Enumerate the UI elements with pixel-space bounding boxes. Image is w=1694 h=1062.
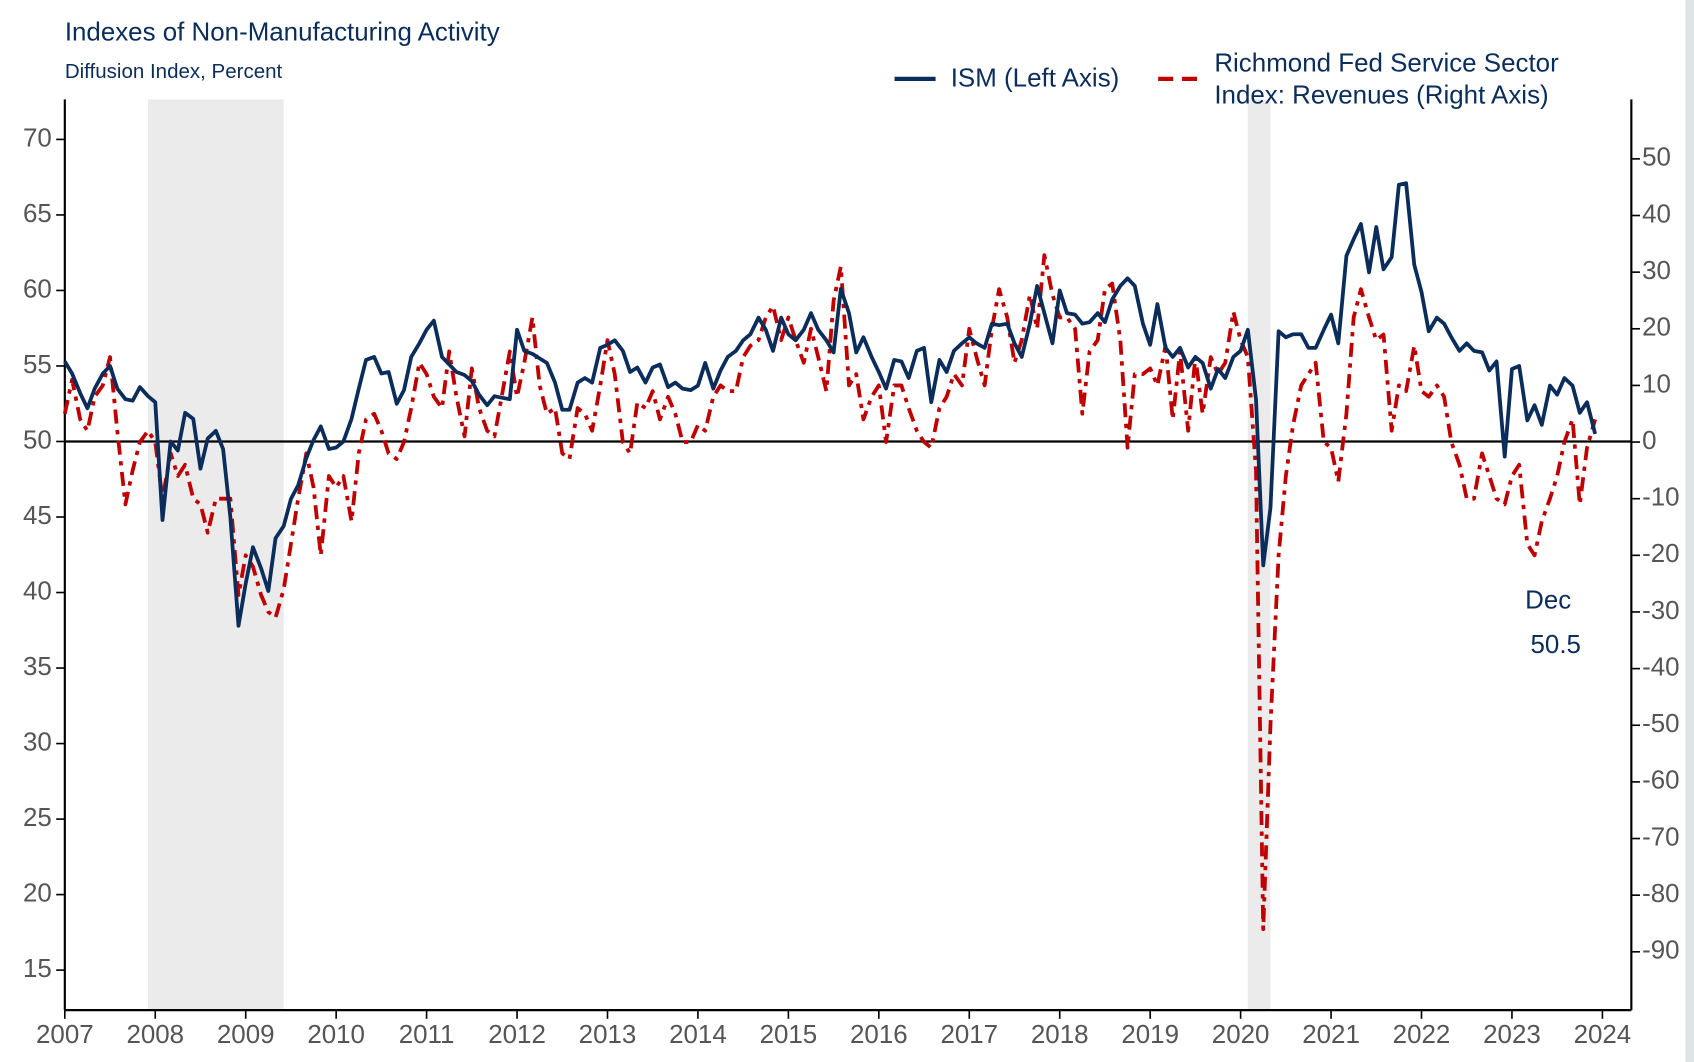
y2-tick-label: 20: [1642, 314, 1671, 342]
annotation-label: Dec: [1525, 587, 1571, 615]
y2-tick-label: 40: [1642, 200, 1671, 228]
series-line: [63, 181, 1597, 628]
y2-tick-label: -90: [1642, 937, 1679, 965]
x-tick-label: 2009: [217, 1021, 275, 1049]
y2-tick-label: -60: [1642, 767, 1679, 795]
y2-tick-label: 0: [1642, 427, 1656, 455]
y2-tick-label: 10: [1642, 370, 1671, 398]
y-tick-label: 70: [23, 124, 52, 152]
legend-label: Richmond Fed Service Sector Index: Reven…: [1214, 48, 1559, 111]
x-tick-label: 2010: [307, 1021, 365, 1049]
x-tick-label: 2019: [1121, 1021, 1179, 1049]
chart-subtitle: Diffusion Index, Percent: [65, 60, 283, 83]
x-tick-label: 2018: [1031, 1021, 1089, 1049]
x-tick-label: 2014: [669, 1021, 727, 1049]
y2-tick-label: -40: [1642, 653, 1679, 681]
annotation-value: 50.5: [1531, 631, 1581, 659]
y-tick-label: 35: [23, 653, 52, 681]
y2-tick-label: -30: [1642, 597, 1679, 625]
y2-tick-label: 50: [1642, 144, 1671, 172]
y2-tick-label: -10: [1642, 484, 1679, 512]
y-tick-label: 60: [23, 275, 52, 303]
legend-entry: ISM (Left Axis): [950, 63, 1120, 93]
x-tick-label: 2013: [579, 1021, 637, 1049]
y2-tick-label: -80: [1642, 880, 1679, 908]
y-tick-label: 30: [23, 728, 52, 756]
shaded-period: [1247, 99, 1271, 1011]
series-line: [62, 253, 1597, 932]
y-tick-label: 65: [23, 200, 52, 228]
x-tick-label: 2012: [488, 1021, 546, 1049]
y2-tick-label: -70: [1642, 823, 1679, 851]
x-tick-label: 2015: [760, 1021, 818, 1049]
legend-label: ISM (Left Axis): [950, 63, 1120, 93]
y-tick-label: 25: [23, 804, 52, 832]
y-tick-label: 20: [23, 879, 52, 907]
x-tick-label: 2017: [940, 1021, 998, 1049]
x-tick-label: 2024: [1574, 1021, 1632, 1049]
x-tick-label: 2016: [850, 1021, 908, 1049]
y-tick-label: 55: [23, 351, 52, 379]
shaded-period: [148, 99, 284, 1011]
x-tick-label: 2020: [1212, 1021, 1270, 1049]
y-tick-label: 40: [23, 577, 52, 605]
y-tick-label: 50: [23, 426, 52, 454]
chart-title: Indexes of Non-Manufacturing Activity: [65, 18, 500, 46]
y2-tick-label: 30: [1642, 257, 1671, 285]
y-tick-label: 15: [23, 955, 52, 983]
x-tick-label: 2008: [126, 1021, 184, 1049]
y-tick-label: 45: [23, 502, 52, 530]
x-tick-label: 2007: [36, 1021, 94, 1049]
y2-tick-label: -20: [1642, 540, 1679, 568]
legend-entry: Richmond Fed Service Sector Index: Reven…: [1214, 48, 1559, 111]
y2-tick-label: -50: [1642, 710, 1679, 738]
x-tick-label: 2022: [1393, 1021, 1451, 1049]
x-tick-label: 2021: [1302, 1021, 1360, 1049]
x-tick-label: 2023: [1483, 1021, 1541, 1049]
x-tick-label: 2011: [399, 1021, 455, 1049]
